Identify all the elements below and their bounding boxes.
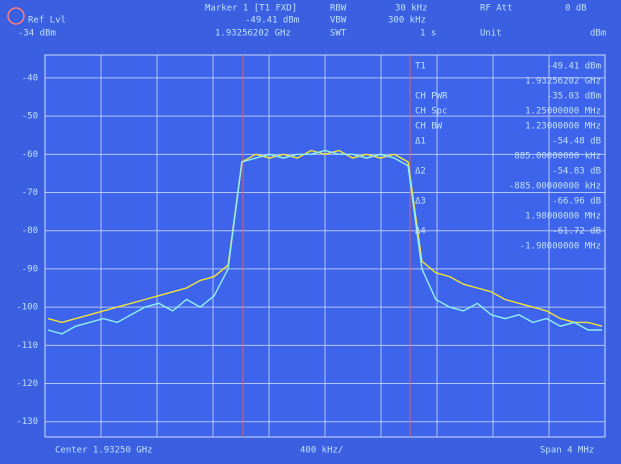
rbw-value: 30 kHz (395, 4, 428, 14)
marker-table-value: -885.00000000 kHz (509, 182, 601, 192)
page: {"chart_data": { "type": "line", "header… (0, 0, 621, 464)
analyzer-screen: Marker 1 [T1 FXD] -49.41 dBm 1.93256202 … (0, 0, 621, 464)
marker-table-label: CH Spc (415, 107, 448, 117)
y-tick-label: -120 (16, 379, 38, 389)
marker-table-label: Δ4 (415, 227, 426, 237)
rbw-label: RBW (330, 4, 347, 14)
marker-table-value: -66.96 dB (552, 197, 601, 207)
y-tick-label: -90 (22, 264, 38, 274)
marker-table-label: Δ1 (415, 137, 426, 147)
swt-value: 1 s (420, 29, 436, 39)
marker-table-value: 1.23000000 MHz (525, 122, 601, 132)
marker-table-label: CH PWR (415, 92, 448, 102)
marker-table-label: CH BW (415, 122, 443, 132)
marker-table-value: 1.25000000 MHz (525, 107, 601, 117)
center-label: Center 1.93250 GHz (55, 446, 153, 456)
ref-value: -34 dBm (18, 29, 56, 39)
vbw-label: VBW (330, 16, 347, 26)
unit-value: dBm (590, 29, 606, 39)
vbw-value: 300 kHz (388, 16, 426, 26)
swt-label: SWT (330, 29, 347, 39)
marker-table-value: 1.93256202 GHz (525, 77, 601, 87)
att-value: 0 dB (565, 4, 587, 14)
div-label: 400 kHz/ (300, 446, 343, 456)
marker-table-value: 1.98000000 MHz (525, 212, 601, 222)
marker-title: Marker 1 [T1 FXD] (205, 4, 297, 14)
marker-table-label: T1 (415, 62, 426, 72)
y-tick-label: -50 (22, 112, 38, 122)
marker-table-value: -49.41 dBm (547, 62, 601, 72)
marker-level: -49.41 dBm (245, 16, 299, 26)
y-tick-label: -40 (22, 73, 38, 83)
att-label: RF Att (480, 4, 513, 14)
ref-label: Ref Lvl (28, 16, 66, 26)
marker-table-value: -35.03 dBm (547, 92, 601, 102)
y-tick-label: -130 (16, 417, 38, 427)
marker-table-value: -54.48 dB (552, 137, 601, 147)
marker-table-label: Δ3 (415, 197, 426, 207)
y-tick-label: -100 (16, 303, 38, 313)
marker-freq: 1.93256202 GHz (215, 29, 291, 39)
marker-table-value: -1.98000000 MHz (520, 242, 601, 252)
marker-table-value: 885.00000000 kHz (514, 152, 601, 162)
marker-table-label: Δ2 (415, 167, 426, 177)
y-tick-label: -70 (22, 188, 38, 198)
y-tick-label: -80 (22, 226, 38, 236)
marker-table-value: -54.83 dB (552, 167, 601, 177)
marker-table-value: -61.72 dB (552, 227, 601, 237)
unit-label: Unit (480, 29, 502, 39)
span-label: Span 4 MHz (540, 446, 594, 456)
y-tick-label: -60 (22, 150, 38, 160)
y-tick-label: -110 (16, 341, 38, 351)
